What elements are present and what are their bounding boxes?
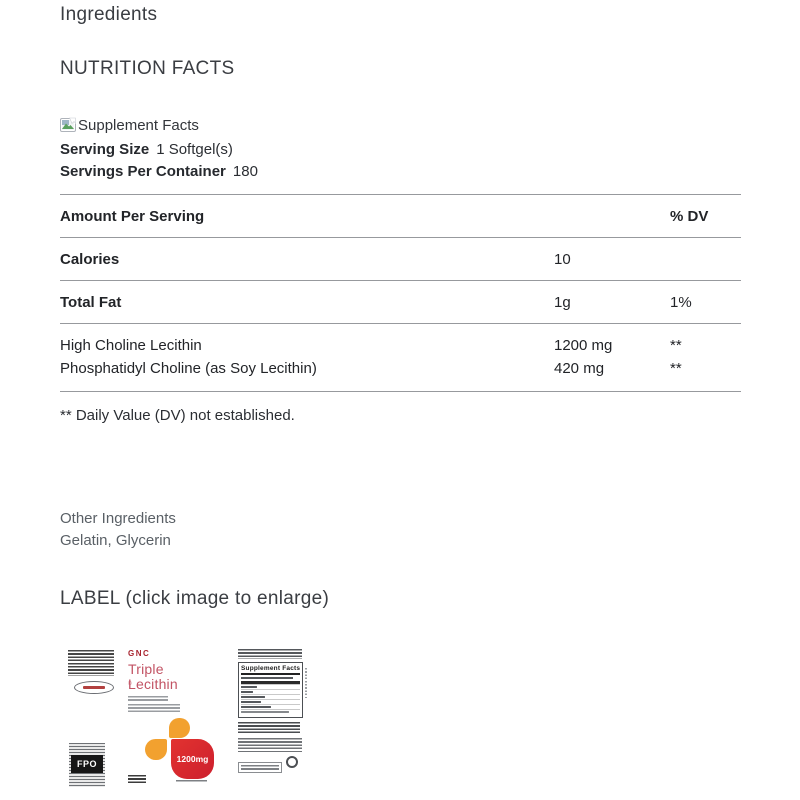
row-dv [670, 249, 741, 270]
panel-title: Supplement Facts [241, 665, 300, 675]
panel-serving-line [241, 677, 293, 679]
count-micro-text [128, 775, 146, 783]
row-amount: 1200 mg [554, 337, 613, 354]
table-row-phosphatidyl-choline: Phosphatidyl Choline (as Soy Lecithin) 4… [60, 357, 741, 380]
row-dv: 1% [670, 294, 692, 311]
stamp-micro-text [83, 686, 105, 689]
broken-image-icon [60, 117, 77, 132]
nutrition-facts-table: Amount Per Serving % DV Calories 10 Tota… [60, 194, 741, 392]
orange-petal-left [145, 739, 167, 760]
servings-per-container-value: 180 [232, 163, 258, 180]
label-address-micro-text [68, 650, 114, 676]
other-ingredients-block: Other Ingredients Gelatin, Glycerin [60, 508, 741, 552]
warning-box [238, 762, 282, 773]
row-dv: ** [670, 360, 682, 377]
other-ingredients-value: Gelatin, Glycerin [60, 532, 171, 549]
panel-footnote-row [241, 709, 300, 714]
row-dv: ** [670, 337, 682, 354]
trademark-symbol: ® [128, 681, 132, 687]
nutrition-facts-heading: NUTRITION FACTS [60, 58, 235, 79]
panel-header-bar [241, 681, 300, 684]
product-label-image[interactable]: FPO GNC Triple Lecithin ® 1200mg Suppleme… [60, 648, 312, 796]
serving-size-value: 1 Softgel(s) [156, 141, 233, 158]
vertical-micro-text [305, 668, 307, 698]
servings-per-container-line: Servings Per Container 180 [60, 161, 741, 183]
supplement-facts-caption: Supplement Facts [78, 116, 199, 134]
orange-petal-top [169, 718, 190, 738]
row-name: Phosphatidyl Choline (as Soy Lecithin) [60, 360, 317, 377]
table-row-calories: Calories 10 [60, 237, 741, 280]
storage-micro-text [238, 738, 302, 752]
dietary-supplement-micro-text [176, 780, 207, 783]
table-row-total-fat: Total Fat 1g 1% [60, 280, 741, 323]
panel-row [241, 694, 300, 699]
other-ingredients-micro-text [238, 722, 300, 734]
panel-row [241, 689, 300, 694]
amount-header-spacer [554, 206, 670, 227]
amount-per-serving-header: Amount Per Serving [60, 208, 205, 225]
fpo-placeholder: FPO [71, 755, 103, 773]
other-ingredients-title: Other Ingredients [60, 510, 176, 527]
red-petal: 1200mg [171, 739, 214, 779]
table-header-row: Amount Per Serving % DV [60, 194, 741, 237]
table-row-group-lecithin: High Choline Lecithin 1200 mg ** Phospha… [60, 323, 741, 391]
panel-row [241, 684, 300, 689]
dose-badge: 1200mg [176, 754, 209, 764]
tagline-micro-text [128, 696, 168, 701]
ingredients-section-title: Ingredients [60, 4, 158, 25]
row-name: Calories [60, 251, 120, 268]
label-stamp-oval [74, 681, 114, 694]
row-amount: 1g [554, 294, 571, 311]
panel-row [241, 699, 300, 704]
row-name: Total Fat [60, 294, 122, 311]
certification-seal [286, 756, 298, 768]
dv-footnote: ** Daily Value (DV) not established. [60, 407, 295, 424]
directions-micro-text [238, 649, 302, 659]
panel-row [241, 704, 300, 709]
row-amount: 420 mg [554, 360, 605, 377]
row-name: High Choline Lecithin [60, 337, 202, 354]
table-row-high-choline-lecithin: High Choline Lecithin 1200 mg ** [60, 334, 741, 357]
percent-dv-header: % DV [670, 208, 709, 225]
supplement-facts-caption-row: Supplement Facts [60, 116, 741, 134]
servings-per-container-label: Servings Per Container [60, 163, 226, 180]
serving-size-label: Serving Size [60, 141, 150, 158]
label-section-heading: LABEL (click image to enlarge) [60, 588, 330, 609]
row-amount: 10 [554, 251, 571, 268]
tagline-micro-text [128, 704, 180, 713]
serving-size-line: Serving Size 1 Softgel(s) [60, 139, 741, 161]
label-supplement-facts-panel: Supplement Facts [238, 662, 303, 718]
gnc-logo: GNC [128, 649, 151, 658]
product-name-line1: Triple [128, 661, 164, 677]
